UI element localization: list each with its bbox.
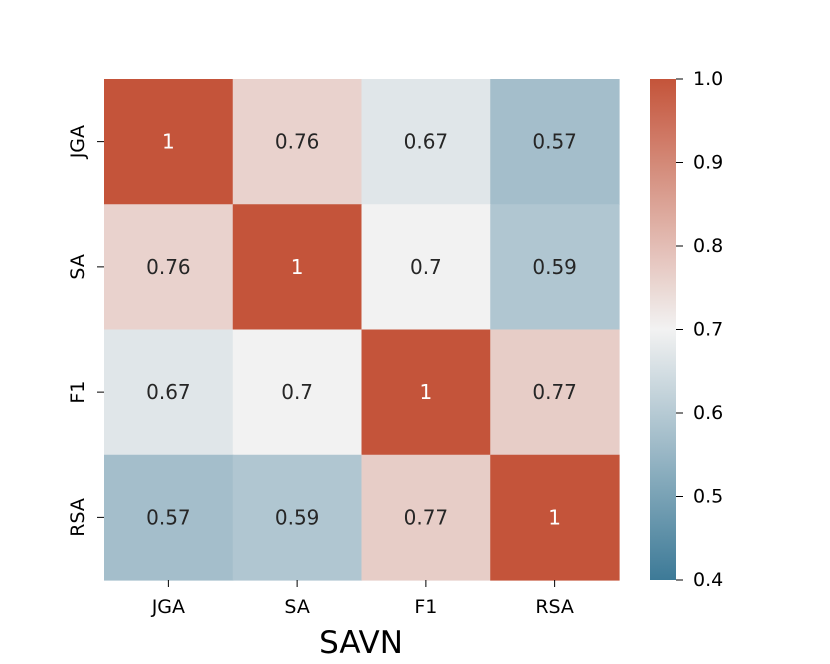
x-axis: JGA SA F1 RSA (151, 580, 574, 618)
cell-value-label: 0.59 (275, 505, 320, 529)
cell-value-label: 0.67 (146, 380, 191, 404)
x-tick-label: JGA (151, 596, 185, 618)
colorbar-tick-label: 1.0 (693, 68, 723, 90)
cell-value-label: 1 (548, 505, 561, 529)
x-tick-label: F1 (414, 596, 437, 618)
colorbar-tick-label: 0.5 (693, 486, 723, 508)
y-tick-label: F1 (67, 381, 89, 404)
heatmap-cell (361, 204, 491, 331)
heatmap-cell (361, 329, 491, 456)
colorbar-tick-label: 0.4 (693, 569, 723, 591)
heatmap-cell (232, 79, 363, 205)
colorbar-gradient (650, 79, 676, 580)
heatmap-cell (490, 79, 620, 205)
cell-value-label: 1 (291, 255, 304, 279)
cell-value-label: 1 (420, 380, 433, 404)
x-tick-label: SA (284, 596, 309, 618)
y-tick-label: JGA (67, 125, 89, 159)
cell-value-label: 0.67 (404, 130, 449, 154)
cell-value-label: 0.77 (404, 505, 449, 529)
colorbar-tick-label: 0.7 (693, 319, 723, 341)
heatmap-cell (232, 204, 363, 331)
cell-value-label: 1 (162, 130, 175, 154)
y-tick-label: SA (67, 254, 89, 279)
cell-value-label: 0.76 (146, 255, 191, 279)
cell-value-label: 0.57 (146, 505, 191, 529)
x-tick-label: RSA (535, 596, 574, 618)
cell-value-label: 0.7 (281, 380, 313, 404)
cell-value-label: 0.7 (410, 255, 442, 279)
cell-value-label: 0.59 (532, 255, 577, 279)
heatmap-cell (104, 454, 234, 581)
heatmap-cell (490, 329, 620, 456)
cell-value-label: 0.77 (532, 380, 577, 404)
colorbar: 0.4 0.5 0.6 0.7 0.8 0.9 1.0 (650, 68, 723, 591)
colorbar-tick-label: 0.8 (693, 235, 723, 257)
heatmap-cell (490, 454, 620, 581)
cell-value-label: 0.76 (275, 130, 320, 154)
heatmap-cell (232, 329, 363, 456)
cell-value-label: 0.57 (532, 130, 577, 154)
colorbar-tick-label: 0.6 (693, 402, 723, 424)
heatmap-cell (361, 454, 491, 581)
heatmap-cell (104, 79, 234, 205)
heatmap-cell (232, 454, 363, 581)
colorbar-tick-label: 0.9 (693, 152, 723, 174)
y-axis: JGA SA F1 RSA (67, 125, 104, 537)
heatmap-cell (490, 204, 620, 331)
heatmap-cell (104, 204, 234, 331)
heatmap-cell (104, 329, 234, 456)
heatmap-cells: 1 0.76 0.67 0.57 0.76 1 0.7 0.59 0.67 0.7 1 0.77 0.5… (104, 79, 620, 581)
heatmap-cell (361, 79, 491, 205)
y-tick-label: RSA (67, 498, 89, 537)
x-axis-title: SAVN (319, 625, 403, 661)
